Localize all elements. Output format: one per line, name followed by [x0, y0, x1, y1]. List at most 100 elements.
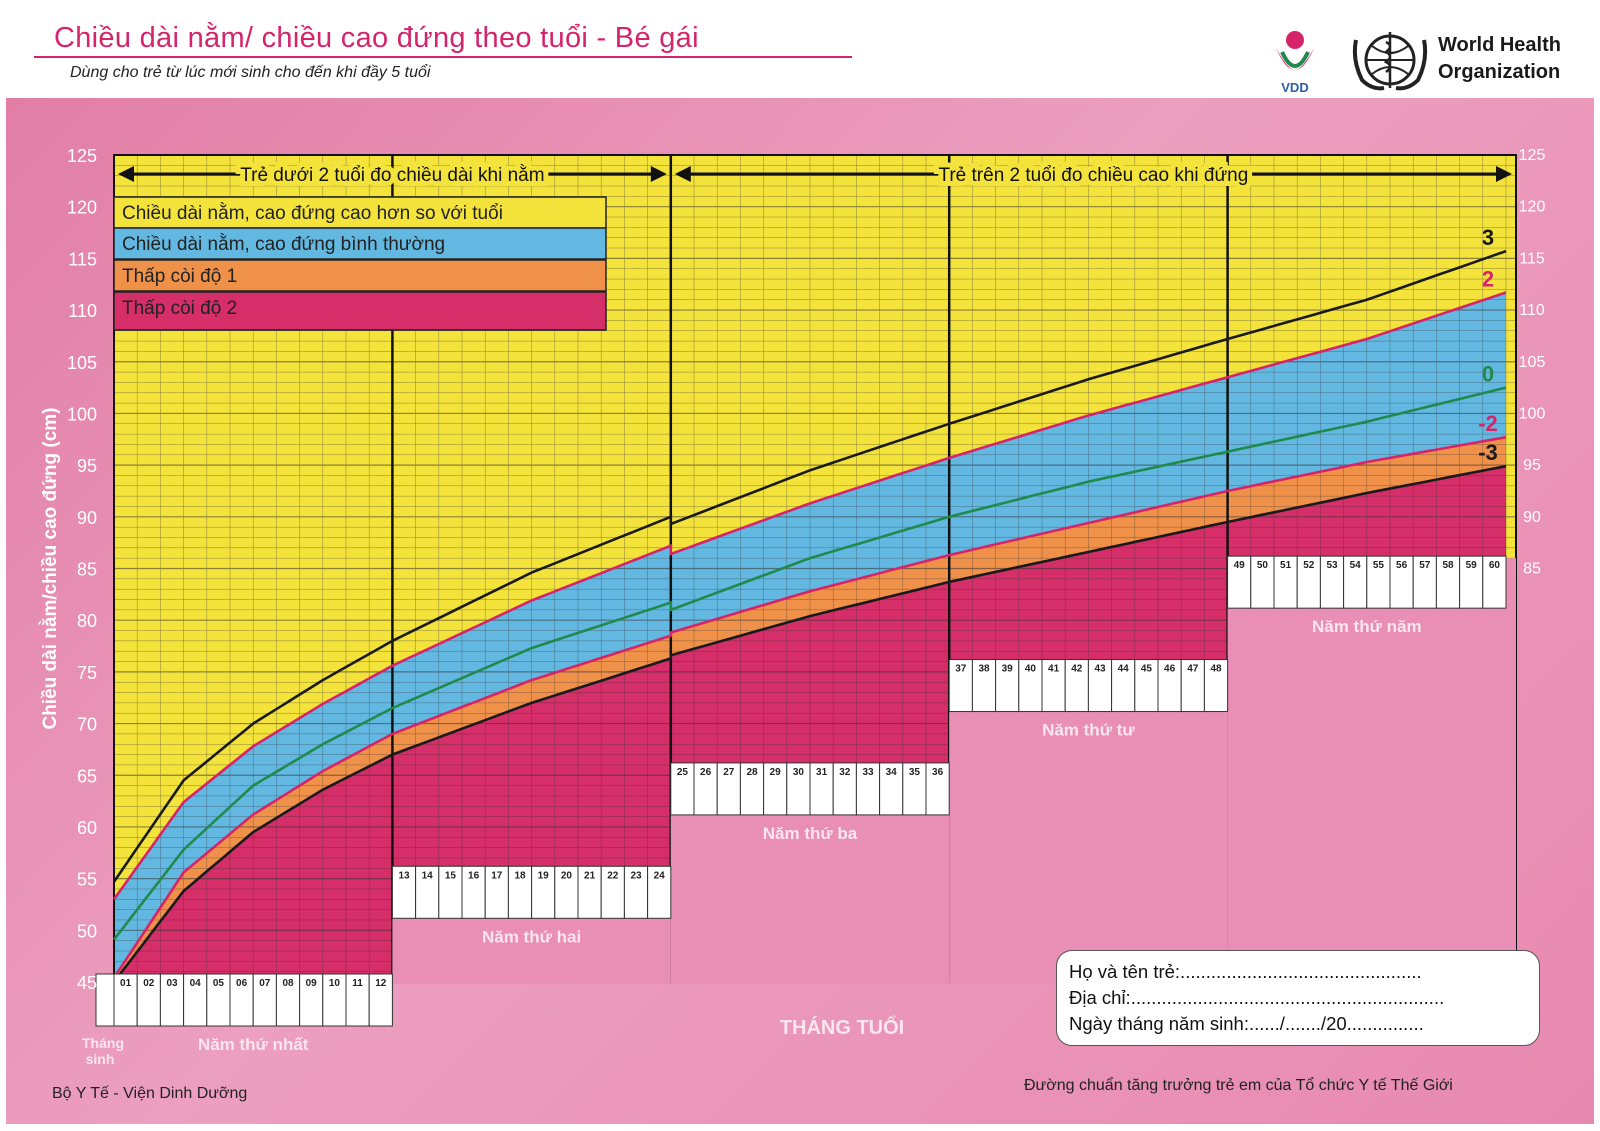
year-label: Năm thứ tư	[1042, 721, 1135, 740]
month-label: 20	[561, 870, 573, 881]
legend-stunted1-swatch	[113, 259, 607, 292]
child-address-field[interactable]: Địa chỉ:................................…	[1069, 987, 1445, 1008]
y-tick-label-right: 95	[1523, 457, 1541, 474]
month-label: 09	[306, 978, 318, 989]
month-box	[368, 973, 393, 1027]
y-tick-label-right: 85	[1523, 561, 1541, 578]
month-label: 41	[1048, 664, 1060, 675]
month-label: 10	[329, 978, 341, 989]
y-tick-label-left: 115	[68, 249, 97, 269]
month-label: 07	[259, 978, 271, 989]
month-label: 43	[1094, 664, 1106, 675]
month-label: 53	[1326, 560, 1338, 571]
step-mask	[1227, 558, 1516, 984]
title-underline	[34, 56, 852, 58]
vdd-logo: VDD	[1276, 31, 1314, 95]
month-box	[1482, 555, 1507, 609]
birth-box	[95, 973, 115, 1027]
child-dob-field[interactable]: Ngày tháng năm sinh:....../......./20...…	[1069, 1013, 1424, 1034]
month-label: 32	[839, 767, 851, 778]
legend-tall-label: Chiều dài nằm, cao đứng cao hơn so với t…	[122, 202, 503, 224]
month-label: 60	[1489, 560, 1501, 571]
over2-arrow-label: Trẻ trên 2 tuổi đo chiều cao khi đứng	[938, 165, 1248, 186]
x-axis-title: THÁNG TUỔI	[780, 1015, 904, 1039]
month-label: 16	[468, 870, 480, 881]
who-wordmark: World Health Organization	[1438, 32, 1561, 86]
series-label: -3	[1478, 440, 1498, 465]
who-line-1: World Health	[1438, 34, 1561, 56]
month-label: 27	[723, 767, 735, 778]
month-label: 01	[120, 978, 132, 989]
month-label: 12	[375, 978, 387, 989]
year-label: Năm thứ nhất	[198, 1035, 309, 1054]
month-label: 59	[1466, 560, 1478, 571]
y-tick-label-left: 100	[67, 404, 97, 424]
month-label: 13	[398, 870, 410, 881]
birth-label-1: Tháng	[82, 1035, 124, 1051]
month-label: 18	[514, 870, 526, 881]
month-label: 05	[213, 978, 225, 989]
series-line--3	[112, 464, 1507, 983]
month-label: 49	[1234, 560, 1246, 571]
month-label: 57	[1419, 560, 1431, 571]
month-label: 23	[630, 870, 642, 881]
birth-label-2: sinh	[86, 1051, 115, 1067]
month-label: 45	[1141, 664, 1153, 675]
who-line-2: Organization	[1438, 61, 1561, 83]
month-box	[1203, 659, 1229, 713]
y-tick-label-left: 110	[68, 301, 97, 321]
month-label: 17	[491, 870, 503, 881]
y-tick-label-left: 70	[77, 715, 97, 735]
month-label: 34	[886, 767, 898, 778]
month-label: 25	[677, 767, 689, 778]
legend-normal-swatch	[113, 227, 607, 260]
month-label: 28	[746, 767, 758, 778]
y-tick-label-left: 120	[67, 198, 97, 218]
y-tick-label-right: 90	[1523, 509, 1541, 526]
y-tick-label-right: 120	[1519, 199, 1546, 216]
child-name-field[interactable]: Họ và tên trẻ:..........................…	[1069, 961, 1422, 982]
month-label: 21	[584, 870, 596, 881]
month-label: 26	[700, 767, 712, 778]
footer-left: Bộ Y Tế - Viện Dinh Dưỡng	[52, 1085, 248, 1102]
under2-arrow-head-left	[118, 166, 134, 182]
y-tick-label-right: 125	[1519, 147, 1546, 164]
month-label: 55	[1373, 560, 1385, 571]
month-label: 38	[978, 664, 990, 675]
series-label: -2	[1478, 411, 1498, 436]
page-title: Chiều dài nằm/ chiều cao đứng theo tuổi …	[54, 22, 699, 54]
month-label: 30	[793, 767, 805, 778]
year-label: Năm thứ năm	[1312, 617, 1422, 636]
y-tick-label-right: 100	[1519, 405, 1546, 422]
month-label: 56	[1396, 560, 1408, 571]
child-info-box: Họ và tên trẻ:..........................…	[1056, 950, 1540, 1046]
y-tick-label-left: 45	[77, 973, 97, 993]
month-box	[647, 865, 672, 919]
y-tick-label-left: 65	[77, 766, 97, 786]
y-axis-title: Chiều dài nằm/chiều cao đứng (cm)	[39, 407, 61, 729]
series-label: 2	[1482, 266, 1494, 291]
series-line-3	[112, 249, 1507, 883]
month-label: 52	[1303, 560, 1315, 571]
series-label: 3	[1482, 225, 1494, 250]
under2-arrow-head-right	[650, 166, 667, 182]
over2-arrow-head-right	[1496, 166, 1512, 182]
series-line-0	[112, 386, 1507, 941]
month-box	[925, 762, 950, 816]
month-label: 48	[1210, 664, 1222, 675]
month-label: 14	[422, 870, 434, 881]
month-label: 03	[166, 978, 178, 989]
month-label: 50	[1257, 560, 1269, 571]
month-label: 22	[607, 870, 619, 881]
y-tick-label-left: 50	[77, 921, 97, 941]
year-label: Năm thứ hai	[482, 927, 581, 946]
month-label: 04	[190, 978, 202, 989]
series-line-2	[112, 291, 1507, 901]
legend-stunted1-label: Thấp còi độ 1	[122, 266, 237, 287]
y-tick-label-left: 125	[67, 146, 97, 166]
over2-arrow-head-left	[674, 166, 691, 182]
month-label: 06	[236, 978, 248, 989]
year-label: Năm thứ ba	[763, 824, 858, 843]
month-label: 40	[1025, 664, 1037, 675]
